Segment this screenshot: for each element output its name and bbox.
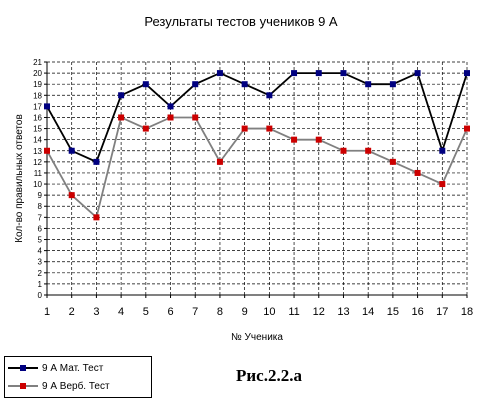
data-point-math [142,81,149,88]
figure-caption: Рис.2.2.а [236,366,302,385]
data-point-verbal [68,192,75,199]
legend-item-math: 9 А Мат. Тест [8,361,103,375]
data-point-verbal [216,158,223,165]
x-tick-label: 5 [143,306,149,318]
data-point-math [44,103,50,110]
x-tick-labels: 1 2 3 4 5 6 7 8 9 10 11 12 13 14 15 16 17 18 [44,306,473,318]
data-series [44,70,470,221]
data-point-math [93,158,100,165]
legend-label-math: 9 А Мат. Тест [42,362,104,374]
y-tick-label: 16 [33,113,42,122]
y-tick-label: 13 [33,147,42,156]
x-tick-label: 16 [411,306,423,318]
y-tick-label: 5 [38,236,43,245]
data-point-math [464,70,470,77]
legend-label-verbal: 9 А Верб. Тест [42,380,110,392]
data-point-verbal [439,181,446,188]
y-tick-label: 2 [38,269,43,278]
data-point-math [241,81,248,88]
series-line-verbal [46,116,468,220]
data-point-verbal [167,114,174,121]
series-line-math [46,71,468,164]
data-point-math [192,81,199,88]
data-point-verbal [414,169,421,176]
grid-lines [47,61,468,295]
data-point-verbal [389,158,396,165]
y-tick-label: 6 [38,224,43,233]
y-tick-label: 11 [34,169,43,178]
legend-swatch-verbal [8,379,38,393]
data-point-math [365,81,372,88]
series-verbal [44,114,470,221]
y-tick-label: 7 [38,213,43,222]
legend-swatch-math [8,361,38,375]
x-tick-label: 9 [242,306,248,318]
data-point-math [68,147,75,154]
y-tick-label: 15 [33,125,42,134]
data-point-math [118,92,125,99]
y-tick-label: 8 [38,202,43,211]
x-tick-label: 6 [167,306,173,318]
data-point-verbal [365,147,372,154]
data-point-verbal [118,114,125,121]
y-tick-label: 0 [38,291,43,300]
data-point-math [315,70,322,77]
y-tick-label: 1 [38,280,43,289]
data-point-verbal [142,125,149,132]
legend-item-verbal: 9 А Верб. Тест [8,379,110,393]
data-point-math [216,70,223,77]
y-tick-label: 17 [33,102,42,111]
data-point-verbal [266,125,273,132]
y-tick-label: 10 [33,180,42,189]
y-tick-label: 21 [33,58,42,67]
data-point-math [266,92,273,99]
data-point-math [414,70,421,77]
axes [44,61,468,298]
x-tick-label: 1 [44,306,50,318]
x-tick-label: 14 [362,306,374,318]
x-tick-label: 8 [217,306,223,318]
x-tick-label: 7 [192,306,198,318]
y-tick-label: 9 [38,191,43,200]
data-point-verbal [340,147,347,154]
data-point-math [389,81,396,88]
y-axis-title: Кол-во правильных ответов [14,114,25,243]
y-tick-label: 19 [33,80,42,89]
y-tick-label: 18 [33,91,42,100]
data-point-math [167,103,174,110]
data-point-verbal [464,125,470,132]
series-math [44,70,470,165]
x-tick-label: 15 [387,306,399,318]
x-tick-label: 4 [118,306,124,318]
x-tick-label: 17 [436,306,448,318]
x-tick-label: 10 [263,306,275,318]
data-point-verbal [291,136,298,143]
x-tick-label: 3 [93,306,99,318]
y-tick-label: 14 [33,136,42,145]
x-tick-label: 18 [461,306,473,318]
x-tick-label: 13 [337,306,349,318]
legend: 9 А Мат. Тест 9 А Верб. Тест [4,356,152,398]
y-tick-label: 20 [33,69,42,78]
data-point-verbal [192,114,199,121]
data-point-math [439,147,446,154]
y-tick-label: 4 [38,247,43,256]
data-point-verbal [44,147,50,154]
data-point-math [291,70,298,77]
data-point-verbal [241,125,248,132]
x-tick-label: 11 [288,306,299,318]
chart-title: Результаты тестов учеников 9 А [144,14,338,29]
x-axis-title: № Ученика [231,332,283,343]
data-point-verbal [93,214,100,221]
x-tick-label: 12 [313,306,325,318]
y-tick-label: 3 [38,258,43,267]
data-point-verbal [315,136,322,143]
data-point-math [340,70,347,77]
x-tick-label: 2 [69,306,75,318]
y-tick-label: 12 [33,158,42,167]
